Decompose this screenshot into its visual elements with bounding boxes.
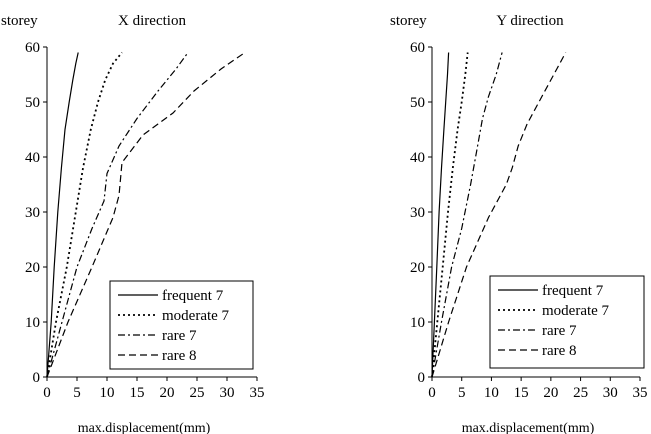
y-tick-label: 10 — [410, 315, 425, 331]
legend-box — [489, 275, 645, 369]
x-tick-label: 35 — [250, 385, 265, 401]
legend: frequent 7 moderate 7 rare 7 rare 8 — [109, 280, 254, 370]
legend-label: rare 8 — [162, 348, 197, 364]
legend: frequent 7 moderate 7 rare 7 rare 8 — [489, 275, 645, 369]
legend-label: rare 7 — [162, 328, 197, 344]
x-tick-label: 35 — [633, 385, 648, 401]
legend-label: moderate 7 — [542, 303, 610, 319]
y-tick-label: 30 — [25, 205, 40, 221]
series-line-rare-7 — [431, 52, 503, 378]
x-tick-label: 25 — [573, 385, 588, 401]
x-tick-label: 10 — [484, 385, 499, 401]
series-line-rare-8 — [46, 52, 246, 378]
x-tick-label: 30 — [220, 385, 235, 401]
chart-panel-1: 0 10 20 30 40 50 60 0 5 10 15 20 25 30 35 storey X direc… — [1, 13, 265, 434]
y-axis-label: storey — [390, 13, 427, 29]
x-tick-label: 10 — [100, 385, 115, 401]
series-line-rare-8 — [431, 52, 567, 378]
y-tick-label: 0 — [33, 370, 41, 386]
x-tick-label: 20 — [543, 385, 558, 401]
y-tick-label: 20 — [25, 260, 40, 276]
x-axis-label: max.displacement(mm) — [78, 421, 211, 434]
y-tick-label: 40 — [410, 150, 425, 166]
legend-label: rare 8 — [542, 343, 577, 359]
y-tick-label: 0 — [418, 370, 426, 386]
series-line-frequent-7 — [431, 52, 450, 378]
chart-title: Y direction — [496, 13, 564, 29]
x-tick-label: 15 — [130, 385, 145, 401]
series-line-frequent-7 — [46, 52, 79, 378]
legend-box — [109, 280, 254, 370]
y-tick-label: 20 — [410, 260, 425, 276]
x-axis-label: max.displacement(mm) — [462, 421, 595, 434]
x-tick-label: 5 — [73, 385, 81, 401]
x-tick-label: 25 — [190, 385, 205, 401]
x-tick-label: 5 — [458, 385, 466, 401]
x-tick-label: 0 — [428, 385, 436, 401]
y-tick-label: 30 — [410, 205, 425, 221]
y-tick-label: 50 — [410, 95, 425, 111]
chart-panel-2: 0 10 20 30 40 50 60 0 5 10 15 20 25 30 35 storey Y direc… — [390, 13, 648, 434]
y-tick-label: 60 — [410, 40, 425, 56]
x-tick-label: 0 — [43, 385, 51, 401]
legend-label: frequent 7 — [542, 283, 604, 299]
y-tick-label: 10 — [25, 315, 40, 331]
x-tick-label: 20 — [160, 385, 175, 401]
series-line-moderate-7 — [46, 51, 123, 378]
series-line-rare-7 — [46, 52, 189, 378]
legend-label: frequent 7 — [162, 288, 224, 304]
legend-label: moderate 7 — [162, 308, 230, 324]
y-tick-label: 50 — [25, 95, 40, 111]
x-tick-label: 30 — [603, 385, 618, 401]
y-axis-label: storey — [1, 13, 38, 29]
chart-title: X direction — [118, 13, 186, 29]
series-line-moderate-7 — [431, 52, 469, 378]
y-tick-label: 40 — [25, 150, 40, 166]
x-tick-label: 15 — [514, 385, 529, 401]
legend-label: rare 7 — [542, 323, 577, 339]
y-tick-label: 60 — [25, 40, 40, 56]
